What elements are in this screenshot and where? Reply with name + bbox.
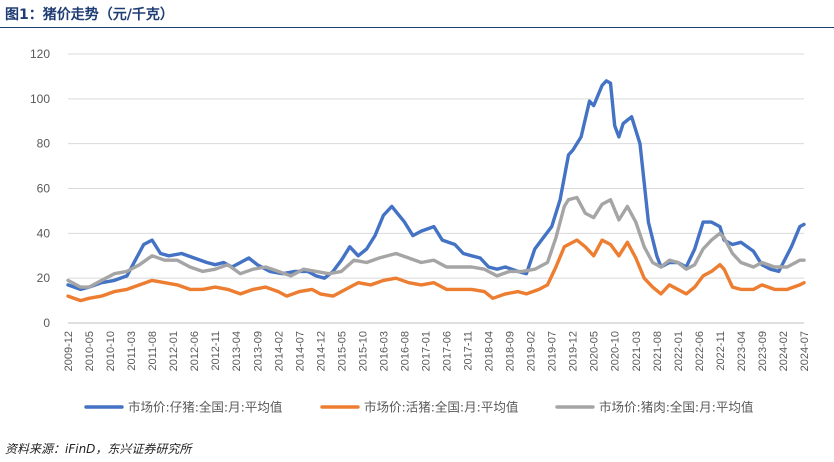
x-tick-label-2014-02: 2014-02 xyxy=(273,331,285,371)
x-tick-label-2024-02: 2024-02 xyxy=(778,331,790,371)
pig-price-line-chart: 0 20 40 60 80 100 120 2009-12 2010-05 2010-10 201… xyxy=(30,47,811,415)
series-line-1 xyxy=(66,79,806,292)
y-tick-label-40: 40 xyxy=(37,226,51,240)
x-tick-label-2019-02: 2019-02 xyxy=(526,331,538,371)
x-tick-label-2018-04: 2018-04 xyxy=(484,331,496,371)
y-tick-label-60: 60 xyxy=(37,182,51,196)
x-tick-label-2012-06: 2012-06 xyxy=(189,331,201,371)
series-line-2 xyxy=(66,238,806,303)
x-tick-label-2014-07: 2014-07 xyxy=(294,331,306,371)
y-tick-label-120: 120 xyxy=(30,47,50,61)
gridlines xyxy=(68,53,804,324)
figure-title: 图1：猪价走势（元/千克） xyxy=(5,7,174,23)
legend-label-3: 市场价:猪肉:全国:月:平均值 xyxy=(599,400,753,415)
x-tick-label-2024-07: 2024-07 xyxy=(799,331,811,371)
x-axis-ticks: 2009-12 2010-05 2010-10 2011-03 2011-08 2012-… xyxy=(63,331,811,371)
x-tick-label-2016-08: 2016-08 xyxy=(399,331,411,371)
x-tick-label-2017-11: 2017-11 xyxy=(463,331,475,371)
legend-label-1: 市场价:仔猪:全国:月:平均值 xyxy=(128,400,282,415)
x-tick-label-2016-03: 2016-03 xyxy=(378,331,390,371)
x-tick-label-2022-11: 2022-11 xyxy=(715,331,727,371)
y-axis-ticks: 0 20 40 60 80 100 120 xyxy=(30,47,50,330)
x-tick-label-2011-03: 2011-03 xyxy=(126,331,138,371)
x-tick-label-2013-09: 2013-09 xyxy=(252,331,264,371)
x-tick-label-2011-08: 2011-08 xyxy=(147,331,159,371)
x-tick-label-2020-10: 2020-10 xyxy=(610,331,622,371)
y-tick-label-80: 80 xyxy=(37,137,51,151)
legend: 市场价:仔猪:全国:月:平均值 市场价:活猪:全国:月:平均值 市场价:猪肉:全国:… xyxy=(84,400,753,415)
x-tick-label-2018-09: 2018-09 xyxy=(505,331,517,371)
x-tick-label-2019-12: 2019-12 xyxy=(568,331,580,371)
x-tick-label-2010-10: 2010-10 xyxy=(105,331,117,371)
x-tick-label-2023-09: 2023-09 xyxy=(757,331,769,371)
x-tick-label-2013-04: 2013-04 xyxy=(231,331,243,371)
legend-label-2: 市场价:活猪:全国:月:平均值 xyxy=(364,400,518,415)
x-tick-label-2017-06: 2017-06 xyxy=(442,331,454,371)
x-tick-label-2021-08: 2021-08 xyxy=(652,331,664,371)
series-lines xyxy=(66,79,806,303)
x-tick-label-2022-06: 2022-06 xyxy=(694,331,706,371)
x-tick-label-2017-01: 2017-01 xyxy=(420,331,432,371)
x-tick-label-2015-05: 2015-05 xyxy=(336,331,348,371)
x-tick-label-2009-12: 2009-12 xyxy=(63,331,75,371)
y-tick-label-20: 20 xyxy=(37,271,51,285)
x-tick-label-2023-04: 2023-04 xyxy=(736,331,748,371)
x-tick-label-2014-12: 2014-12 xyxy=(315,331,327,371)
source-note: 资料来源：iFinD，东兴证券研究所 xyxy=(5,442,192,456)
y-tick-label-0: 0 xyxy=(43,316,50,330)
x-tick-label-2022-01: 2022-01 xyxy=(673,331,685,371)
x-tick-label-2019-07: 2019-07 xyxy=(547,331,559,371)
x-tick-label-2012-11: 2012-11 xyxy=(210,331,222,371)
title-rule xyxy=(0,27,834,28)
x-tick-label-2021-03: 2021-03 xyxy=(631,331,643,371)
series-line-3 xyxy=(66,195,806,289)
x-tick-label-2020-05: 2020-05 xyxy=(589,331,601,371)
x-tick-label-2015-10: 2015-10 xyxy=(357,331,369,371)
y-tick-label-100: 100 xyxy=(30,92,50,106)
x-tick-label-2012-01: 2012-01 xyxy=(168,331,180,371)
x-tick-label-2010-05: 2010-05 xyxy=(84,331,96,371)
